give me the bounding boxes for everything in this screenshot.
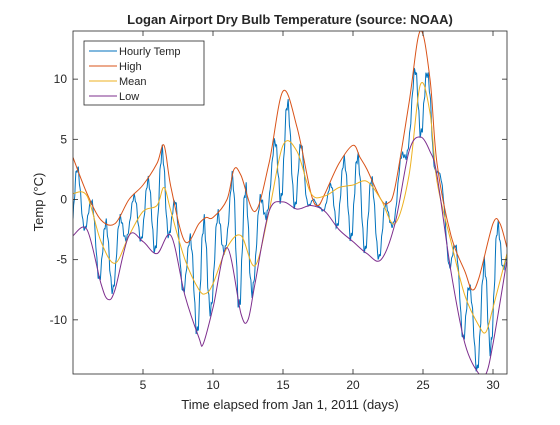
ticks-layer: 5 10 15 20 25 30 -10 -5 0 5 10 xyxy=(50,31,507,392)
axes-box xyxy=(72,30,508,375)
x-tick-label: 20 xyxy=(346,378,360,392)
x-tick-label: 5 xyxy=(140,378,147,392)
legend: Hourly Temp High Mean Low xyxy=(83,40,205,106)
legend-label-mean: Mean xyxy=(119,76,147,88)
x-axis-label: Time elapsed from Jan 1, 2011 (days) xyxy=(181,397,399,412)
x-tick-label: 15 xyxy=(276,378,290,392)
legend-label-hourly-temp: Hourly Temp xyxy=(119,46,181,58)
y-tick-label: -10 xyxy=(50,313,68,327)
series-layer xyxy=(73,31,507,374)
y-tick-label: 5 xyxy=(60,132,67,146)
legend-label-high: High xyxy=(119,61,142,73)
x-tick-label: 30 xyxy=(486,378,500,392)
legend-box xyxy=(83,40,205,106)
y-tick-label: -5 xyxy=(56,253,67,267)
y-tick-label: 0 xyxy=(60,192,67,206)
x-tick-label: 25 xyxy=(416,378,430,392)
series-line-mean xyxy=(73,82,507,334)
series-line-low xyxy=(73,136,507,374)
y-axis-label: Temp (°C) xyxy=(31,173,46,232)
x-tick-label: 10 xyxy=(206,378,220,392)
series-line-high xyxy=(73,31,507,291)
legend-label-low: Low xyxy=(119,91,139,103)
chart-title: Logan Airport Dry Bulb Temperature (sour… xyxy=(127,12,453,27)
y-tick-label: 10 xyxy=(54,72,68,86)
series-line-hourly-temp xyxy=(73,67,507,372)
